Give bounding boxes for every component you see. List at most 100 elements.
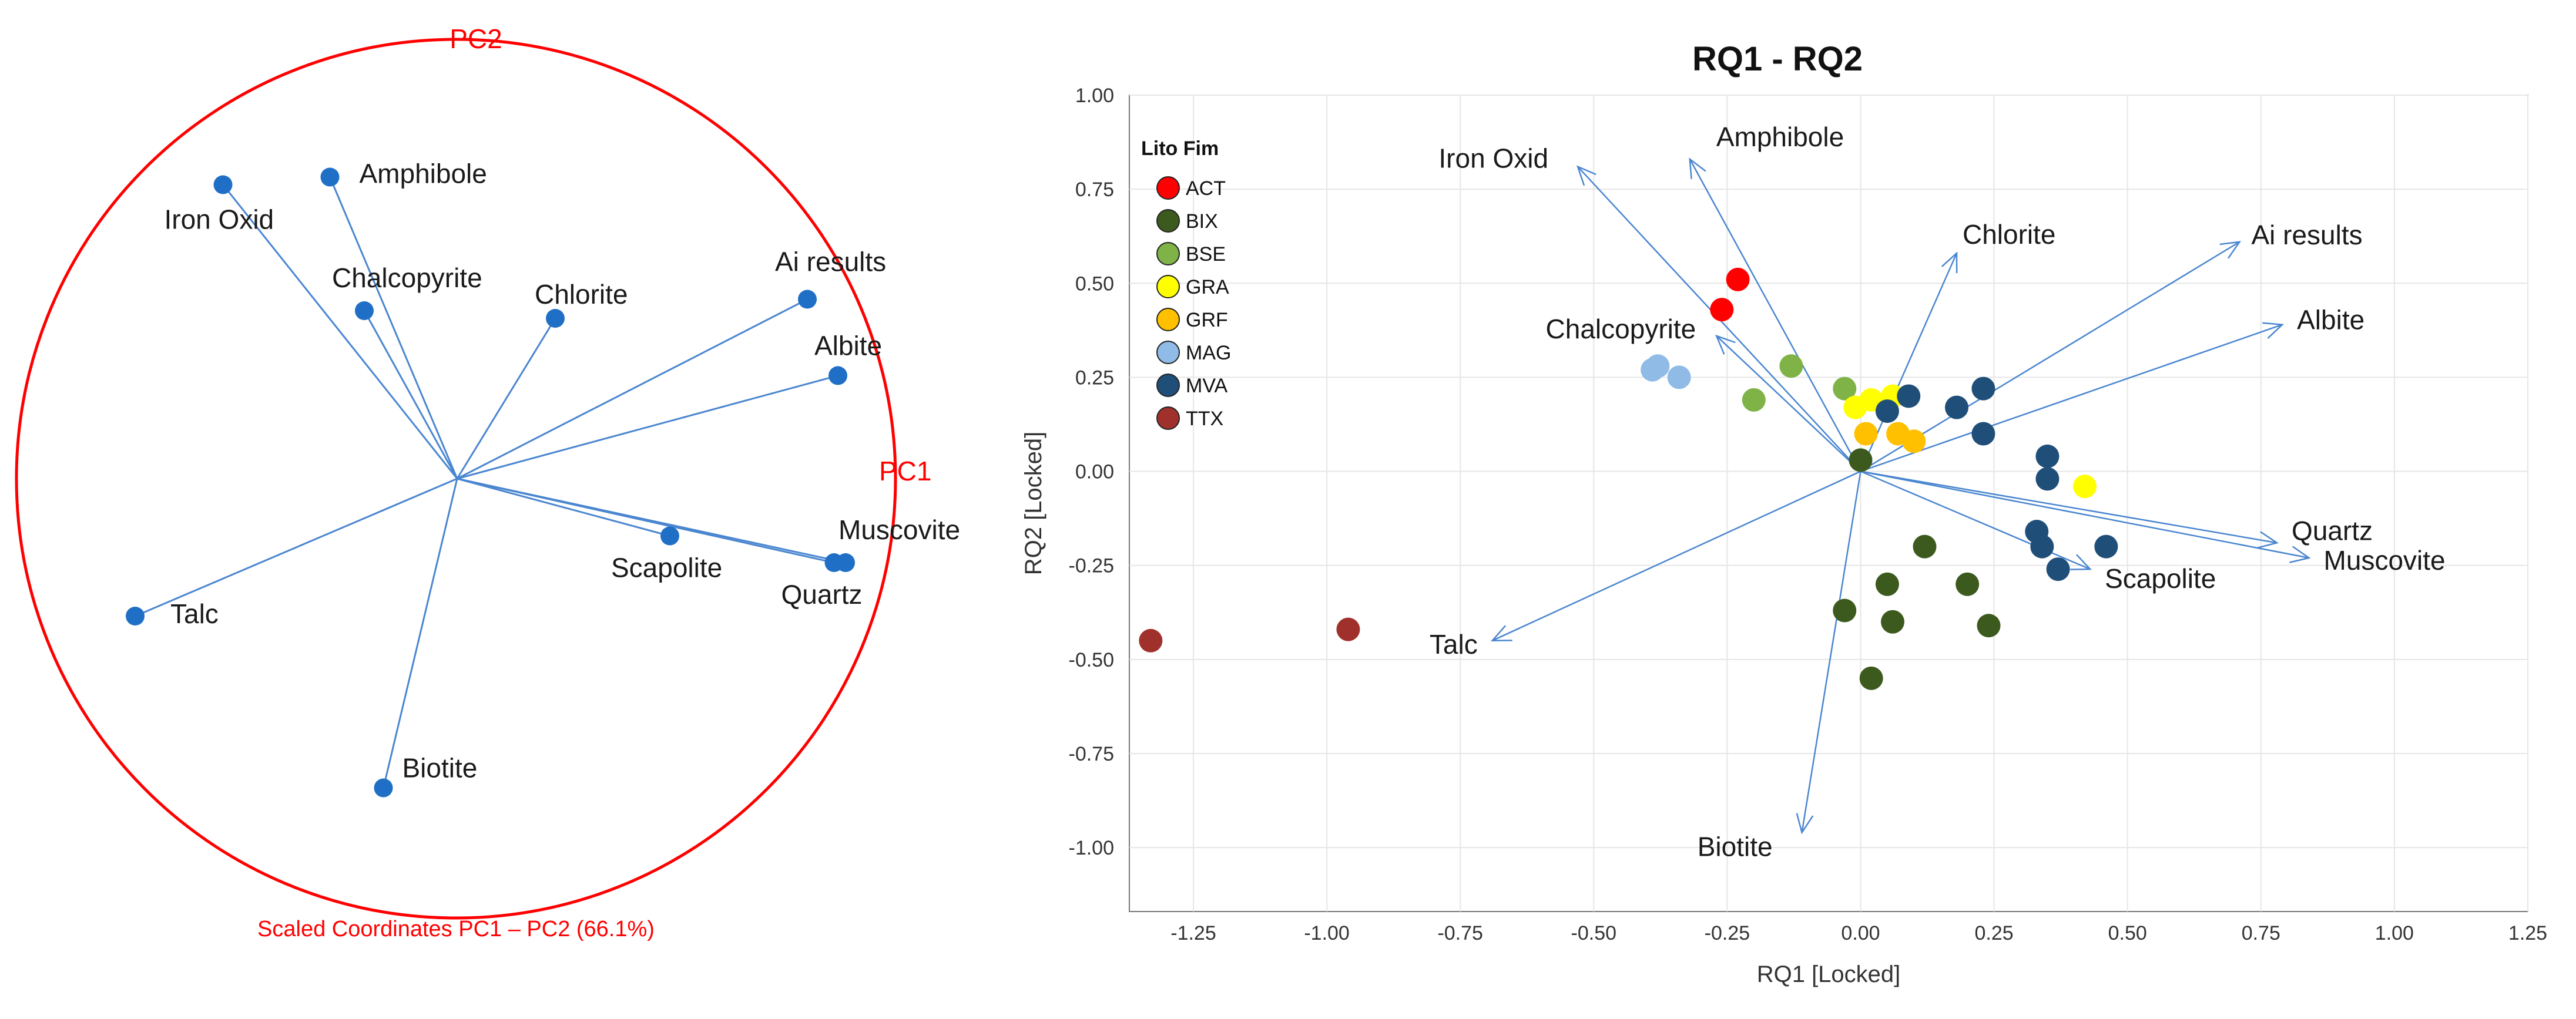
legend-swatch-grf	[1156, 308, 1180, 331]
x-tick-label: 0.25	[1975, 922, 2014, 944]
vector-quartz	[1860, 470, 2278, 544]
circle-vectors	[135, 176, 846, 788]
y-tick-label: 0.25	[1075, 366, 1114, 389]
legend-label-bix: BIX	[1186, 210, 1218, 233]
x-tick-label: -1.00	[1304, 922, 1350, 944]
circle-caption: Scaled Coordinates PC1 – PC2 (66.1%)	[257, 917, 655, 941]
arrowhead-scapolite	[2070, 554, 2092, 570]
rq-biplot-chart: RQ1 - RQ2 -1.25 -1.00 -0.75 -0.50 -0.25 0.00 0…	[1021, 40, 2547, 987]
pc1-axis-label: PC1	[879, 456, 931, 486]
y-tick-label: 0.00	[1075, 461, 1114, 483]
circle-vector-chalcopyrite	[363, 310, 458, 479]
x-axis-title: RQ1 [Locked]	[1757, 961, 1901, 987]
point-mva	[1897, 384, 1921, 408]
x-tick-label: 0.75	[2242, 922, 2280, 944]
circle-label-iron-oxid: Iron Oxid	[165, 204, 274, 235]
vector-label-quartz: Quartz	[2292, 515, 2373, 546]
chart-title: RQ1 - RQ2	[1692, 40, 1863, 78]
x-tick-label: 1.00	[2375, 922, 2414, 944]
plot-area	[1129, 95, 2528, 912]
circle-point-chlorite	[546, 309, 565, 328]
legend-items: ACT BIX BSE GRA GRF MAG MVA TTX	[1156, 176, 1231, 430]
point-bse	[1742, 388, 1766, 412]
arrowhead-quartz	[2257, 531, 2279, 549]
y-axis-title: RQ2 [Locked]	[1021, 432, 1046, 576]
y-tick-label: -1.00	[1069, 837, 1115, 859]
y-tick-label: -0.75	[1069, 743, 1115, 765]
point-mva	[2035, 467, 2060, 491]
vector-ai-results	[1860, 241, 2240, 472]
point-ttx	[1336, 617, 1360, 641]
vector-biotite	[1801, 471, 1861, 833]
circle-vector-chlorite	[456, 318, 556, 479]
x-tick-label: -0.75	[1437, 922, 1483, 944]
vector-labels: Iron Oxid Amphibole Chlorite Ai results Chal…	[1430, 122, 2446, 862]
y-tick-label: -0.25	[1069, 555, 1115, 577]
arrowhead-chalcopyrite	[1715, 334, 1736, 355]
point-bse	[1833, 376, 1857, 401]
legend-label-bse: BSE	[1186, 243, 1226, 265]
vector-label-chlorite: Chlorite	[1963, 219, 2056, 250]
circle-label-albite: Albite	[814, 331, 882, 361]
tick-labels: -1.25 -1.00 -0.75 -0.50 -0.25 0.00 0.25 0.50 0.7…	[1069, 85, 2548, 944]
circle-point-scapolite	[660, 526, 679, 546]
correlation-circle-chart: Amphibole Iron Oxid Chalcopyrite Chlorite Ai…	[15, 23, 960, 941]
legend-swatch-mva	[1156, 374, 1180, 397]
point-mva	[1945, 395, 1969, 419]
legend-title: Lito Fim	[1141, 137, 1219, 160]
legend-label-ttx: TTX	[1186, 408, 1223, 430]
point-bix	[1977, 614, 2001, 638]
point-grf	[1902, 429, 1926, 453]
circle-point-talc	[126, 607, 145, 625]
vector-label-ai-results: Ai results	[2251, 220, 2362, 250]
circle-point-albite	[829, 366, 847, 385]
x-tick-label: 0.00	[1841, 922, 1880, 944]
legend-label-act: ACT	[1186, 177, 1226, 200]
y-tick-label: -0.50	[1069, 649, 1115, 671]
vector-label-scapolite: Scapolite	[2105, 563, 2216, 594]
x-tick-label: 0.50	[2108, 922, 2147, 944]
vector-label-chalcopyrite: Chalcopyrite	[1546, 314, 1696, 344]
circle-point-quartz	[824, 553, 844, 572]
legend-swatch-mag	[1156, 341, 1180, 364]
legend-swatch-act	[1156, 176, 1180, 200]
vector-label-albite: Albite	[2297, 305, 2364, 335]
point-bix	[1859, 666, 1883, 690]
point-bse	[1779, 354, 1803, 378]
circle-label-ai-results: Ai results	[775, 247, 886, 277]
legend-swatch-bix	[1156, 209, 1180, 233]
arrowhead-iron-oxid	[1576, 165, 1596, 186]
arrowhead-ai-results	[2219, 241, 2242, 259]
y-tick-label: 1.00	[1075, 85, 1114, 107]
vector-albite	[1860, 324, 2283, 472]
vector-label-muscovite: Muscovite	[2324, 545, 2446, 576]
circle-label-biotite: Biotite	[402, 753, 478, 783]
circle-point-ai-results	[798, 290, 817, 309]
sample-points	[1139, 267, 2118, 690]
point-mva	[1971, 376, 1995, 401]
vector-label-amphibole: Amphibole	[1716, 122, 1844, 152]
arrowhead-chlorite	[1941, 251, 1958, 274]
x-tick-label: -0.25	[1705, 922, 1750, 944]
circle-label-muscovite: Muscovite	[838, 514, 960, 545]
circle-label-amphibole: Amphibole	[360, 159, 487, 189]
point-bix	[1913, 534, 1937, 559]
circle-vector-albite	[457, 375, 838, 480]
point-gra	[2073, 475, 2097, 499]
point-gra	[1843, 395, 1867, 419]
vector-muscovite	[1860, 470, 2309, 559]
point-grf	[1854, 422, 1878, 446]
circle-label-chlorite: Chlorite	[535, 279, 628, 310]
vector-label-talc: Talc	[1430, 629, 1478, 660]
x-tick-label: -0.50	[1571, 922, 1617, 944]
point-mva	[2046, 557, 2070, 581]
arrowhead-amphibole	[1689, 157, 1706, 179]
point-bix	[1833, 598, 1857, 623]
y-tick-label: 0.75	[1075, 179, 1114, 201]
circle-point-amphibole	[320, 167, 340, 187]
vector-label-biotite: Biotite	[1698, 831, 1773, 862]
vector-label-iron-oxid: Iron Oxid	[1438, 143, 1548, 174]
legend-swatch-bse	[1156, 242, 1180, 265]
point-bix	[1849, 448, 1873, 472]
